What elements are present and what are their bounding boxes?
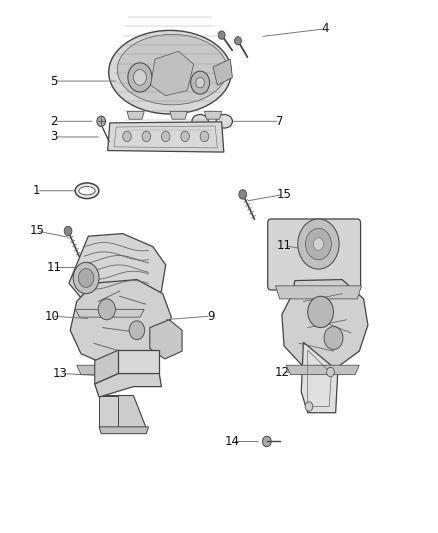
Text: 12: 12 bbox=[274, 366, 289, 378]
Text: 4: 4 bbox=[321, 22, 328, 35]
Ellipse shape bbox=[79, 187, 95, 195]
Polygon shape bbox=[286, 365, 358, 375]
Text: 15: 15 bbox=[29, 224, 44, 238]
Circle shape bbox=[161, 131, 170, 142]
Text: 11: 11 bbox=[46, 261, 61, 274]
Circle shape bbox=[127, 63, 152, 92]
Circle shape bbox=[129, 321, 144, 340]
Polygon shape bbox=[99, 395, 146, 429]
Ellipse shape bbox=[215, 115, 232, 128]
Polygon shape bbox=[127, 111, 144, 119]
Circle shape bbox=[307, 296, 333, 328]
Polygon shape bbox=[95, 374, 161, 397]
Circle shape bbox=[262, 436, 271, 447]
Circle shape bbox=[195, 77, 204, 88]
Polygon shape bbox=[212, 59, 232, 85]
Polygon shape bbox=[275, 286, 360, 299]
Text: 9: 9 bbox=[207, 310, 214, 322]
Circle shape bbox=[305, 228, 331, 260]
Circle shape bbox=[78, 269, 94, 287]
Text: 11: 11 bbox=[276, 239, 291, 252]
Text: 7: 7 bbox=[276, 115, 283, 128]
Circle shape bbox=[180, 131, 189, 142]
Text: 14: 14 bbox=[224, 435, 239, 448]
Circle shape bbox=[64, 227, 72, 236]
Ellipse shape bbox=[75, 183, 99, 199]
Circle shape bbox=[73, 262, 99, 294]
Polygon shape bbox=[99, 427, 148, 434]
Polygon shape bbox=[95, 350, 118, 384]
Ellipse shape bbox=[191, 115, 208, 128]
Polygon shape bbox=[204, 111, 221, 119]
Text: 13: 13 bbox=[53, 367, 67, 380]
Circle shape bbox=[234, 37, 241, 45]
Circle shape bbox=[142, 131, 150, 142]
Ellipse shape bbox=[109, 30, 231, 114]
Circle shape bbox=[190, 71, 209, 94]
Text: 3: 3 bbox=[50, 131, 57, 143]
Circle shape bbox=[98, 299, 115, 320]
Text: 15: 15 bbox=[276, 188, 291, 201]
Text: 5: 5 bbox=[50, 75, 57, 87]
Polygon shape bbox=[300, 342, 337, 413]
Text: 10: 10 bbox=[44, 310, 59, 322]
Polygon shape bbox=[118, 350, 159, 374]
Ellipse shape bbox=[117, 34, 226, 105]
Text: 2: 2 bbox=[50, 115, 57, 128]
Polygon shape bbox=[170, 111, 187, 119]
Circle shape bbox=[313, 238, 323, 251]
Circle shape bbox=[218, 31, 225, 39]
Polygon shape bbox=[149, 320, 182, 359]
Polygon shape bbox=[150, 51, 193, 96]
Circle shape bbox=[304, 402, 312, 411]
Polygon shape bbox=[77, 365, 145, 375]
Polygon shape bbox=[69, 233, 166, 312]
Text: 1: 1 bbox=[33, 184, 40, 197]
Circle shape bbox=[133, 70, 146, 85]
Polygon shape bbox=[107, 122, 223, 152]
Circle shape bbox=[97, 116, 105, 126]
Circle shape bbox=[238, 190, 246, 199]
Circle shape bbox=[326, 367, 334, 377]
Polygon shape bbox=[70, 279, 171, 367]
Polygon shape bbox=[75, 309, 144, 317]
Polygon shape bbox=[281, 279, 367, 367]
Circle shape bbox=[323, 327, 342, 350]
Polygon shape bbox=[99, 395, 118, 429]
Circle shape bbox=[200, 131, 208, 142]
Circle shape bbox=[297, 219, 338, 269]
FancyBboxPatch shape bbox=[267, 219, 360, 290]
Circle shape bbox=[123, 131, 131, 142]
